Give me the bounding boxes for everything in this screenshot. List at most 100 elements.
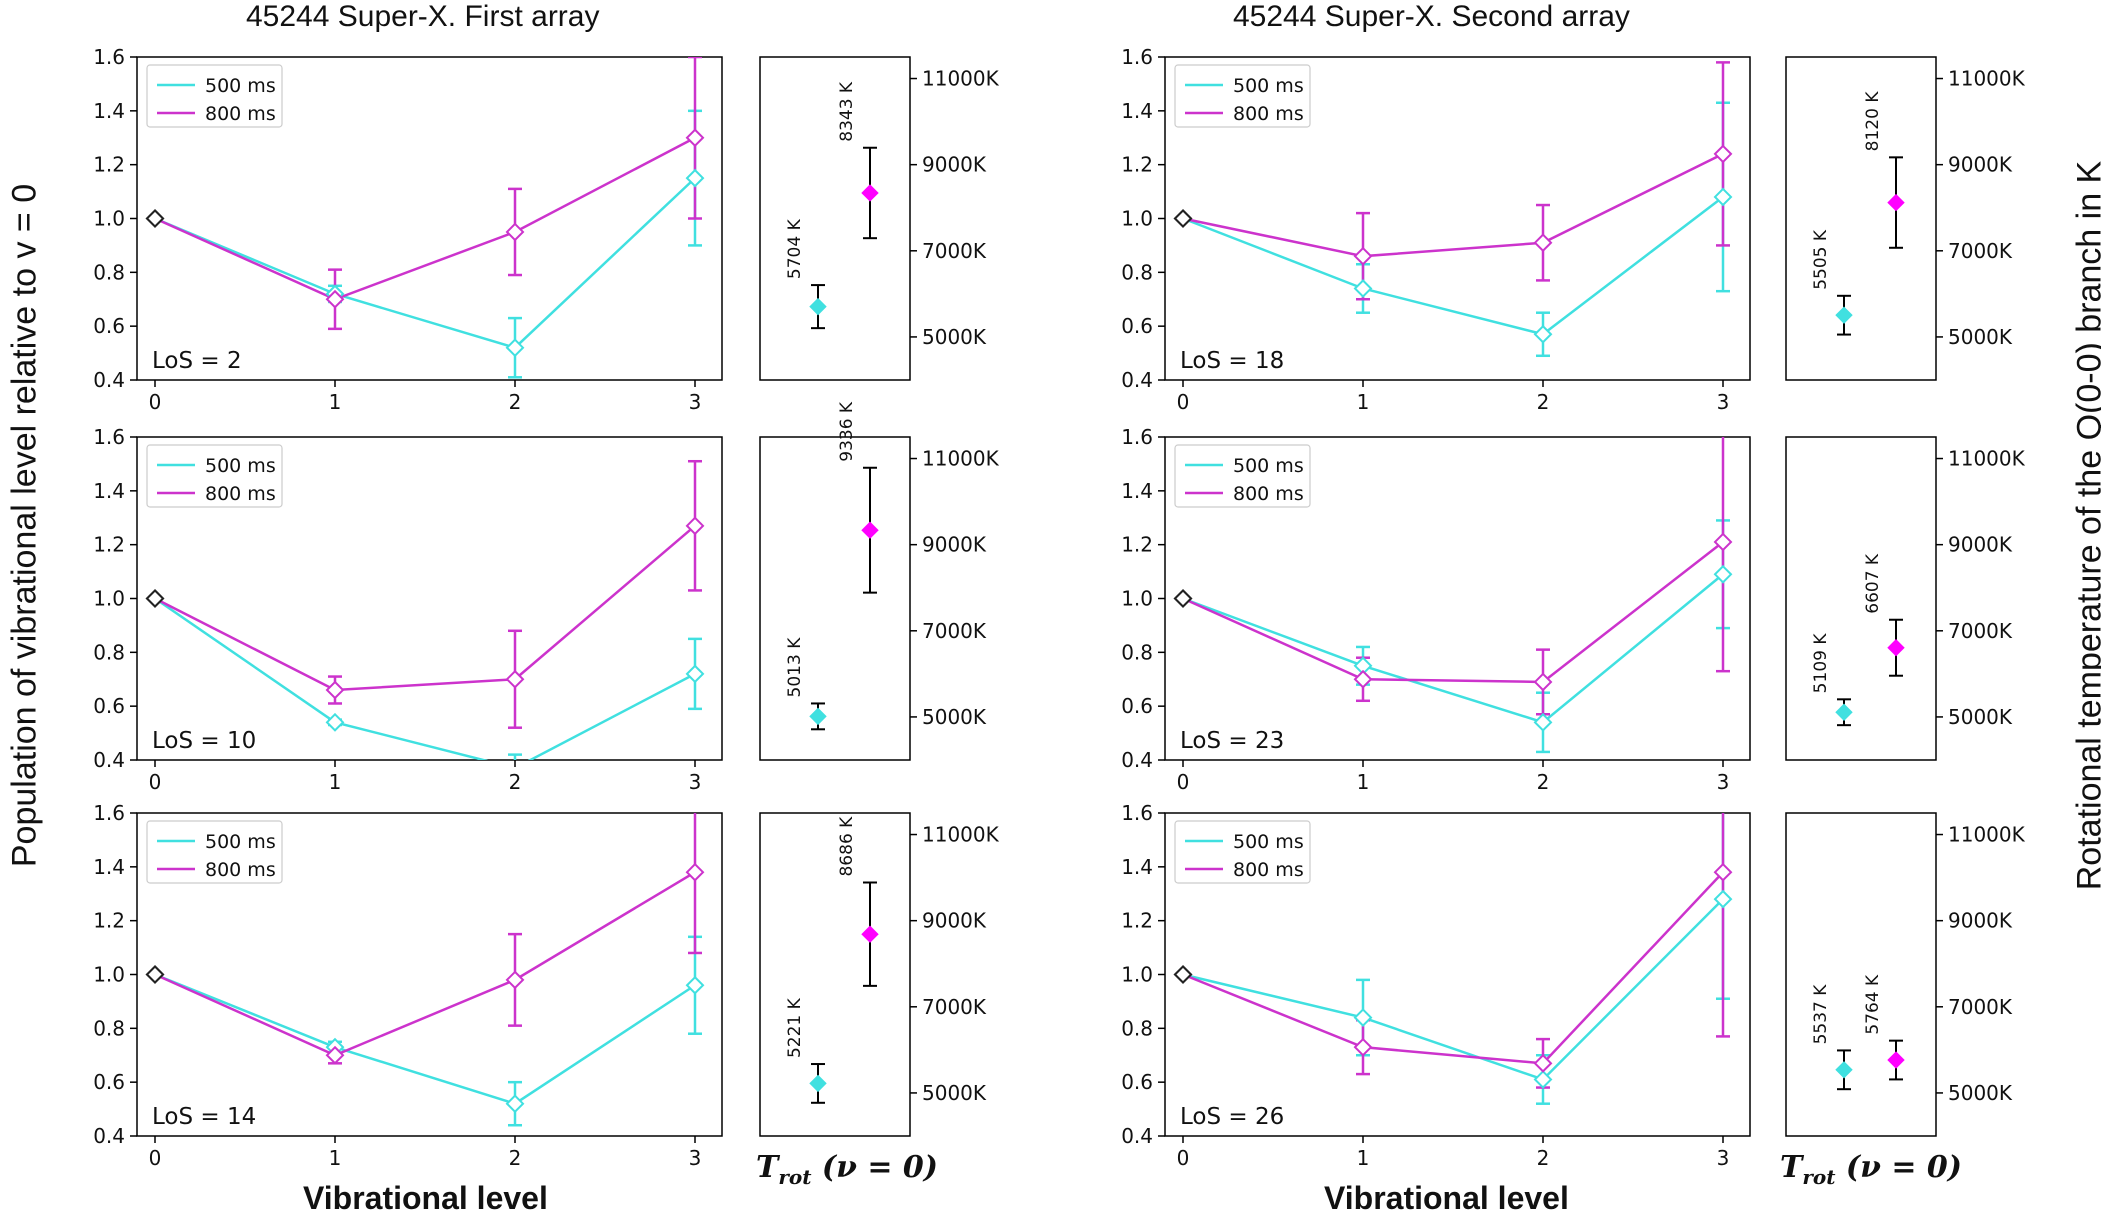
series-line-500ms [1183, 574, 1723, 722]
x-tick-label: 1 [329, 390, 342, 414]
data-point-500ms [1355, 1010, 1371, 1026]
trot-tick-label: 7000K [1948, 239, 2013, 263]
x-tick-label: 0 [149, 390, 162, 414]
x-tick-label: 0 [1177, 1146, 1190, 1170]
y-tick-label: 1.4 [1121, 855, 1153, 879]
data-point-800ms [1175, 211, 1191, 227]
trot-frame [760, 57, 910, 380]
y-tick-label: 1.0 [1121, 587, 1153, 611]
x-tick-label: 2 [1537, 770, 1550, 794]
trot-point-800ms [862, 185, 878, 201]
trot-tick-label: 5000K [922, 325, 987, 349]
data-point-800ms [687, 864, 703, 880]
y-tick-label: 1.0 [1121, 207, 1153, 231]
trot-value-label: 9336 K [837, 401, 857, 462]
series-line-800ms [1183, 542, 1723, 682]
y-tick-label: 0.8 [1121, 640, 1153, 664]
trot-point-800ms [1888, 640, 1904, 656]
x-tick-label: 2 [509, 1146, 522, 1170]
trot-value-label: 5013 K [785, 637, 805, 698]
trot-value-label: 5764 K [1863, 974, 1883, 1035]
trot-point-500ms [1836, 1062, 1852, 1078]
trot-value-label: 8343 K [837, 81, 857, 142]
series-line-500ms [1183, 899, 1723, 1079]
y-tick-label: 0.8 [1121, 260, 1153, 284]
trot-frame [760, 437, 910, 760]
trot-tick-label: 7000K [922, 239, 987, 263]
trot-frame [760, 813, 910, 1136]
x-tick-label: 3 [689, 1146, 702, 1170]
x-tick-label: 3 [1717, 1146, 1730, 1170]
series-line-800ms [1183, 154, 1723, 256]
y-tick-label: 0.4 [1121, 1124, 1153, 1148]
x-tick-label: 1 [329, 770, 342, 794]
x-tick-label: 2 [509, 390, 522, 414]
data-point-500ms [507, 1096, 523, 1112]
trot-tick-label: 11000K [922, 447, 1000, 471]
trot-tick-label: 5000K [1948, 325, 2013, 349]
x-tick-label: 2 [1537, 1146, 1550, 1170]
x-tick-label: 1 [1357, 390, 1370, 414]
data-layer [1175, 708, 1731, 1104]
y-tick-label: 1.2 [1121, 533, 1153, 557]
data-point-800ms [1535, 235, 1551, 251]
trot-tick-label: 11000K [1948, 447, 2026, 471]
trot-tick-label: 11000K [1948, 823, 2026, 847]
los-label: LoS = 18 [1180, 348, 1284, 374]
y-tick-label: 1.2 [93, 909, 125, 933]
data-point-800ms [147, 211, 163, 227]
trot-value-label: 5505 K [1811, 229, 1831, 290]
legend-entry: 500 ms [205, 831, 276, 853]
data-point-800ms [147, 967, 163, 983]
legend-entry: 800 ms [1233, 103, 1304, 125]
y-tick-label: 1.4 [1121, 479, 1153, 503]
y-tick-label: 1.2 [1121, 153, 1153, 177]
legend-entry: 500 ms [1233, 831, 1304, 853]
trot-tick-label: 7000K [922, 995, 987, 1019]
data-point-800ms [507, 972, 523, 988]
los-label: LoS = 26 [1180, 1104, 1284, 1130]
x-tick-label: 3 [1717, 390, 1730, 414]
los-label: LoS = 23 [1180, 728, 1284, 754]
data-point-800ms [687, 130, 703, 146]
y-tick-label: 0.6 [93, 314, 125, 338]
trot-tick-label: 5000K [922, 705, 987, 729]
legend-entry: 800 ms [1233, 483, 1304, 505]
y-tick-label: 1.0 [93, 963, 125, 987]
trot-tick-label: 5000K [1948, 1081, 2013, 1105]
legend-entry: 800 ms [205, 859, 276, 881]
legend-entry: 500 ms [205, 455, 276, 477]
trot-tick-label: 9000K [922, 153, 987, 177]
legend-entry: 800 ms [205, 483, 276, 505]
data-point-500ms [1355, 280, 1371, 296]
y-tick-label: 1.4 [93, 99, 125, 123]
series-line-500ms [155, 975, 695, 1104]
trot-point-800ms [862, 926, 878, 942]
data-point-800ms [327, 682, 343, 698]
y-tick-label: 1.6 [93, 45, 125, 69]
x-tick-label: 1 [329, 1146, 342, 1170]
y-tick-label: 1.4 [1121, 99, 1153, 123]
data-point-800ms [1355, 248, 1371, 264]
x-tick-label: 0 [1177, 390, 1190, 414]
trot-tick-label: 11000K [922, 67, 1000, 91]
x-tick-label: 1 [1357, 1146, 1370, 1170]
y-tick-label: 0.4 [1121, 368, 1153, 392]
y-tick-label: 0.8 [93, 260, 125, 284]
y-tick-label: 1.2 [1121, 909, 1153, 933]
los-label: LoS = 10 [152, 728, 256, 754]
y-tick-label: 0.4 [1121, 748, 1153, 772]
y-tick-label: 1.6 [1121, 425, 1153, 449]
data-point-500ms [327, 714, 343, 730]
y-tick-label: 1.0 [93, 207, 125, 231]
y-tick-label: 0.8 [1121, 1016, 1153, 1040]
trot-frame [1786, 437, 1936, 760]
y-tick-label: 0.4 [93, 748, 125, 772]
trot-tick-label: 11000K [1948, 67, 2026, 91]
legend-entry: 500 ms [1233, 75, 1304, 97]
